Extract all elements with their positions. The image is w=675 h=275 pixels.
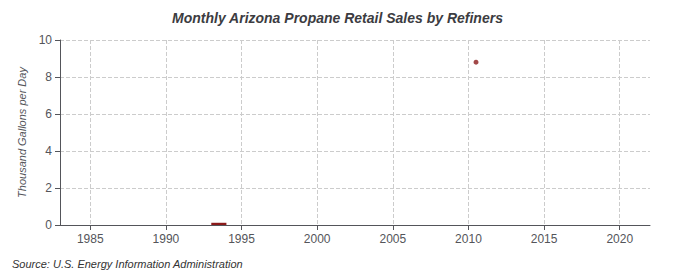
- svg-text:10: 10: [39, 33, 53, 47]
- svg-text:6: 6: [45, 107, 52, 121]
- svg-text:Monthly Arizona Propane Retail: Monthly Arizona Propane Retail Sales by …: [172, 10, 503, 26]
- svg-text:Thousand Gallons per Day: Thousand Gallons per Day: [16, 66, 28, 198]
- svg-text:8: 8: [45, 70, 52, 84]
- svg-text:1985: 1985: [77, 232, 104, 246]
- svg-text:4: 4: [45, 144, 52, 158]
- svg-text:2015: 2015: [531, 232, 558, 246]
- svg-text:0: 0: [45, 218, 52, 232]
- svg-text:2000: 2000: [304, 232, 331, 246]
- svg-text:1990: 1990: [153, 232, 180, 246]
- svg-text:2010: 2010: [455, 232, 482, 246]
- svg-text:Source: U.S. Energy Informatio: Source: U.S. Energy Information Administ…: [12, 258, 243, 270]
- svg-text:1995: 1995: [228, 232, 255, 246]
- svg-text:2020: 2020: [606, 232, 633, 246]
- svg-text:2005: 2005: [379, 232, 406, 246]
- svg-text:2: 2: [45, 181, 52, 195]
